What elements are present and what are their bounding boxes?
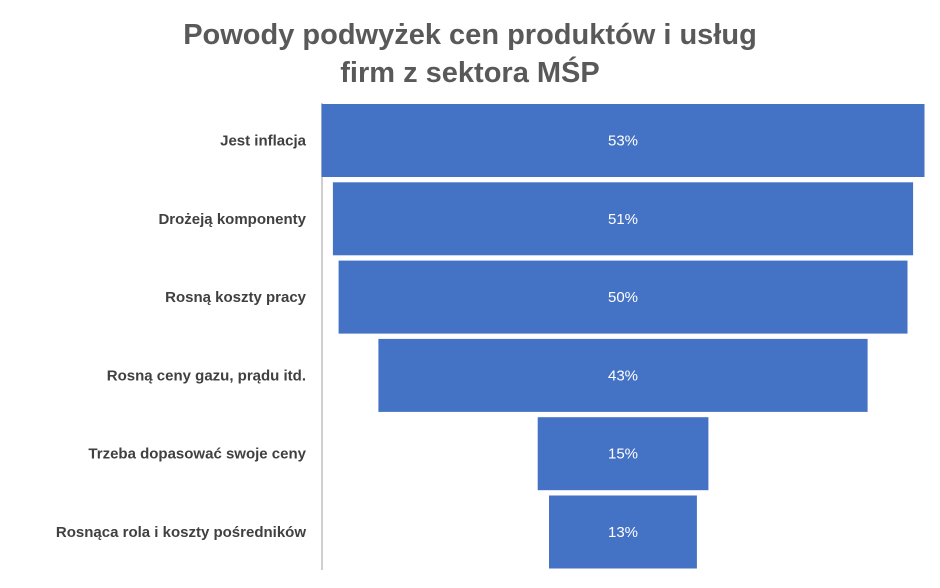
funnel-bar-2 — [332, 182, 914, 256]
category-label-4: Rosną ceny gazu, prądu itd. — [107, 367, 306, 384]
category-label-5: Trzeba dopasować swoje ceny — [88, 446, 306, 463]
chart-title-line-2: firm z sektora MŚP — [340, 55, 599, 89]
bars-group: 53% Jest inflacja 51% Drożeją komponenty 50%… — [56, 104, 925, 569]
category-label-1: Jest inflacja — [220, 133, 307, 150]
funnel-bar-5 — [537, 417, 709, 491]
funnel-bar-4 — [378, 338, 868, 412]
data-label-2: 51% — [608, 211, 638, 228]
data-label-4: 43% — [608, 367, 638, 384]
data-label-3: 50% — [608, 289, 638, 306]
category-label-2: Drożeją komponenty — [158, 211, 306, 228]
category-label-6: Rosnąca rola i koszty pośredników — [56, 524, 306, 541]
category-label-3: Rosną koszty pracy — [165, 289, 307, 306]
data-label-6: 13% — [608, 524, 638, 541]
data-label-5: 15% — [608, 446, 638, 463]
funnel-bar-1 — [321, 104, 925, 177]
funnel-bar-6 — [549, 495, 697, 569]
chart-title-line-1: Powody podwyżek cen produktów i usług — [183, 19, 757, 51]
funnel-bar-3 — [338, 260, 908, 334]
data-label-1: 53% — [608, 133, 638, 150]
